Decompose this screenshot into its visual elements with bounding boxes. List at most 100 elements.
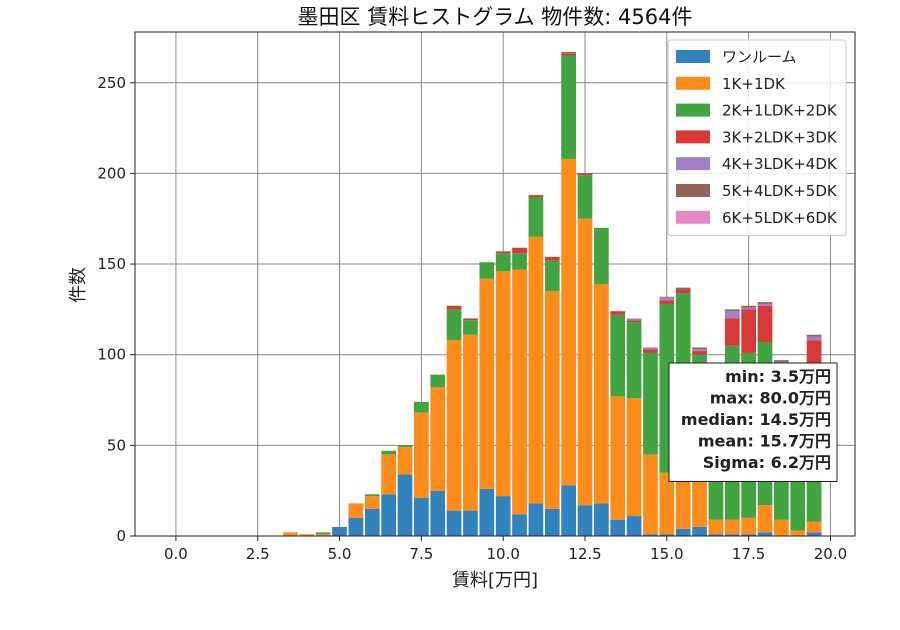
bar-segment: [741, 305, 756, 308]
bar-segment: [479, 262, 495, 279]
bar-segment: [692, 526, 707, 536]
bar-segment: [626, 516, 642, 536]
bar-segment: [724, 519, 740, 535]
bar-segment: [397, 445, 413, 448]
legend-swatch: [676, 184, 710, 197]
bar-segment: [414, 412, 429, 498]
bar-segment: [692, 351, 707, 355]
bar-segment: [643, 349, 658, 353]
y-axis-label: 件数: [68, 267, 89, 303]
bar-segment: [643, 454, 658, 535]
bar-segment: [577, 218, 593, 506]
bar-segment: [446, 510, 462, 536]
y-tick-label: 100: [97, 346, 126, 364]
bar-segment: [430, 374, 446, 388]
legend-swatch: [676, 103, 710, 117]
bar-segment: [626, 318, 642, 321]
legend-swatch: [676, 130, 710, 144]
bar-segment: [463, 510, 478, 536]
bar-segment: [577, 173, 593, 176]
legend-swatch: [676, 157, 710, 171]
bar-segment: [348, 517, 364, 536]
bar-segment: [528, 196, 544, 237]
bar-segment: [528, 195, 544, 197]
x-tick-label: 10.0: [486, 545, 519, 563]
bar-segment: [724, 318, 740, 346]
x-tick-label: 7.5: [409, 545, 433, 563]
legend-swatch: [676, 210, 710, 224]
legend-swatch: [676, 76, 710, 90]
bar-segment: [692, 481, 707, 527]
stats-box: min: 3.5万円 max: 80.0万円 median: 14.5万円 mean:…: [668, 362, 838, 482]
y-tick-label: 50: [107, 436, 126, 454]
bar-segment: [332, 526, 347, 536]
bar-segment: [757, 303, 773, 306]
legend-entry: 4K+3LDK+4DK: [722, 155, 838, 173]
bar-segment: [774, 360, 789, 362]
plot-area: 0.0 2.5 5.0 7.5 10.0 12.5 15.0 17.5 20.0 0 50 100 15…: [97, 31, 856, 563]
bar-segment: [561, 55, 576, 159]
stats-line: max: 80.0万円: [710, 389, 831, 408]
bar-segment: [643, 352, 658, 455]
bar-segment: [675, 474, 691, 529]
bar-segment: [675, 528, 691, 536]
bar-segment: [757, 505, 773, 533]
bar-segment: [757, 302, 773, 304]
bar-segment: [806, 521, 822, 533]
bar-segment: [463, 320, 478, 335]
bar-segment: [315, 534, 331, 536]
x-tick-label: 5.0: [328, 545, 352, 563]
bar-segment: [774, 519, 789, 536]
bar-segment: [315, 532, 331, 535]
bar-segment: [479, 488, 495, 536]
bar-segment: [544, 508, 560, 536]
plot-frame: [134, 31, 856, 537]
bar-segment: [741, 534, 756, 536]
bar-segment: [626, 398, 642, 517]
bar-segment: [806, 334, 822, 337]
bar-segment: [364, 508, 380, 536]
x-tick-label: 12.5: [568, 545, 601, 563]
legend-swatch: [676, 50, 710, 63]
bar-segment: [806, 336, 822, 341]
bar-segment: [610, 311, 626, 315]
bar-segment: [495, 271, 511, 497]
bar-segment: [675, 289, 691, 294]
bar-segment: [364, 494, 380, 497]
bar-segment: [594, 227, 609, 284]
chart-title: 墨田区 賃料ヒストグラム 物件数: 4564件: [298, 5, 693, 29]
bar-segment: [561, 485, 576, 536]
legend-box: [667, 39, 847, 237]
legend-entry: 1K+1DK: [722, 75, 786, 93]
bar-segment: [659, 300, 675, 304]
bar-segment: [643, 534, 658, 536]
bar-segment: [610, 314, 626, 397]
bar-segment: [757, 532, 773, 536]
bar-segment: [463, 318, 478, 321]
legend-entry: 2K+1LDK+2DK: [722, 102, 838, 120]
bar-segment: [397, 474, 413, 536]
bar-segment: [561, 51, 576, 54]
bar-segment: [348, 503, 364, 518]
bar-segment: [414, 497, 429, 536]
bar-segment: [626, 322, 642, 399]
bar-segment: [446, 340, 462, 511]
bar-segment: [381, 494, 396, 536]
y-tick-label: 200: [97, 164, 126, 182]
bar-segment: [430, 490, 446, 536]
bar-segment: [806, 532, 822, 536]
bar-segment: [594, 284, 609, 504]
bar-segment: [561, 53, 576, 56]
bar-segment: [397, 447, 413, 475]
x-tick-label: 17.5: [732, 545, 765, 563]
bar-segment: [708, 519, 724, 535]
bar-segment: [544, 260, 560, 292]
bar-segment: [724, 311, 740, 319]
bar-segment: [414, 401, 429, 413]
bar-segment: [495, 253, 511, 272]
bar-segment: [626, 320, 642, 323]
bar-segment: [512, 514, 527, 536]
legend-entry: 3K+2LDK+3DK: [722, 128, 838, 146]
bar-segment: [708, 534, 724, 536]
